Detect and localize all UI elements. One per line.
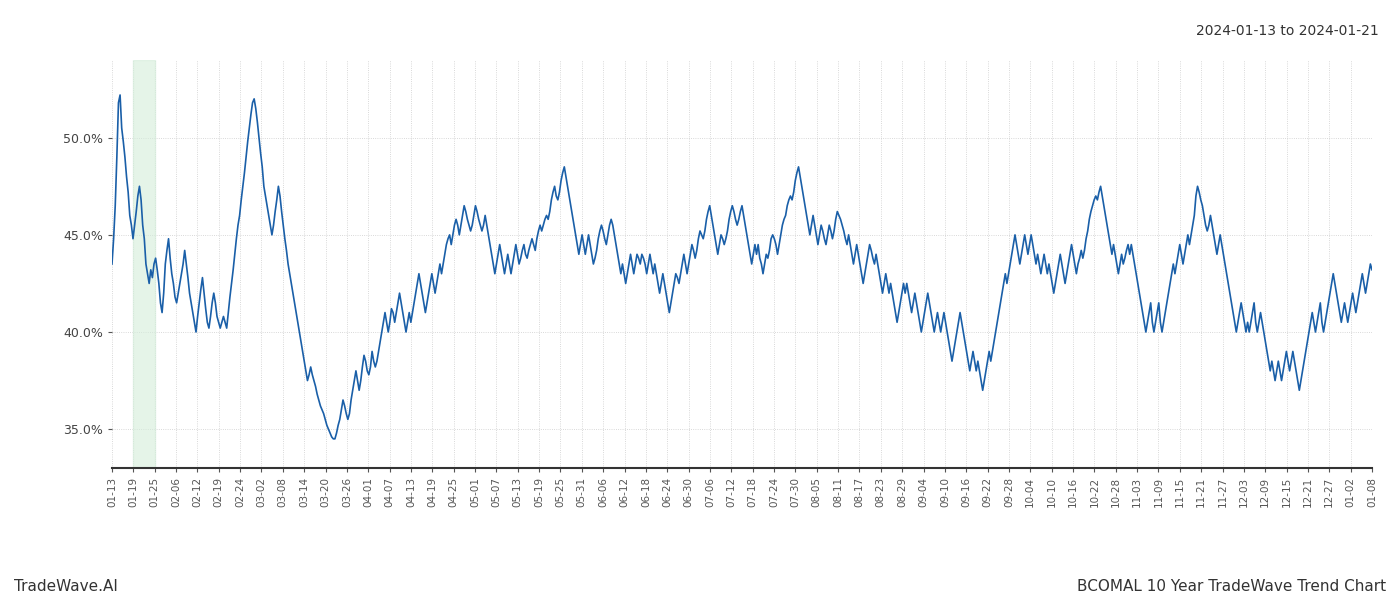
Bar xyxy=(133,60,155,468)
Text: 2024-01-13 to 2024-01-21: 2024-01-13 to 2024-01-21 xyxy=(1196,24,1379,38)
Text: TradeWave.AI: TradeWave.AI xyxy=(14,579,118,594)
Text: BCOMAL 10 Year TradeWave Trend Chart: BCOMAL 10 Year TradeWave Trend Chart xyxy=(1077,579,1386,594)
